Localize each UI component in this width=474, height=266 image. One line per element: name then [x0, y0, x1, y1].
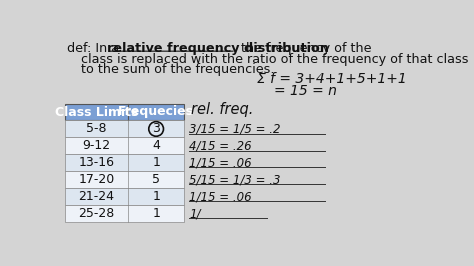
Text: Class Limits: Class Limits: [55, 106, 138, 118]
FancyBboxPatch shape: [64, 103, 184, 120]
Text: 1/: 1/: [190, 207, 201, 221]
Text: 21-24: 21-24: [79, 190, 114, 203]
Text: 4: 4: [152, 139, 160, 152]
Text: Σ f = 3+4+1+5+1+1: Σ f = 3+4+1+5+1+1: [257, 72, 407, 86]
FancyBboxPatch shape: [64, 154, 184, 171]
Text: 1/15 = .06: 1/15 = .06: [190, 157, 252, 170]
Text: 3: 3: [152, 122, 160, 135]
Text: 13-16: 13-16: [79, 156, 114, 169]
Text: 4/15 = .26: 4/15 = .26: [190, 140, 252, 153]
Text: def: In a: def: In a: [67, 42, 123, 55]
Text: 25-28: 25-28: [78, 207, 115, 220]
Text: relative frequency distribution: relative frequency distribution: [107, 42, 328, 55]
Text: to the sum of the frequencies.: to the sum of the frequencies.: [81, 64, 274, 77]
Text: 1: 1: [152, 190, 160, 203]
Text: 1/15 = .06: 1/15 = .06: [190, 190, 252, 203]
Text: Frequecies: Frequecies: [118, 106, 194, 118]
Text: 9-12: 9-12: [82, 139, 110, 152]
Text: 5-8: 5-8: [86, 122, 107, 135]
FancyBboxPatch shape: [64, 188, 184, 205]
Text: 1: 1: [152, 156, 160, 169]
Text: the frequency of the: the frequency of the: [237, 42, 371, 55]
FancyBboxPatch shape: [64, 120, 184, 138]
Text: 5/15 = 1/3 = .3: 5/15 = 1/3 = .3: [190, 174, 281, 187]
Text: 1: 1: [152, 207, 160, 220]
FancyBboxPatch shape: [64, 138, 184, 154]
Text: = 15 = n: = 15 = n: [274, 84, 337, 98]
FancyBboxPatch shape: [64, 171, 184, 188]
Text: rel. freq.: rel. freq.: [191, 102, 254, 117]
Text: 5: 5: [152, 173, 160, 186]
FancyBboxPatch shape: [64, 205, 184, 222]
Text: 17-20: 17-20: [78, 173, 115, 186]
Text: class is replaced with the ratio of the frequency of that class: class is replaced with the ratio of the …: [81, 53, 468, 66]
Text: 3/15 = 1/5 = .2: 3/15 = 1/5 = .2: [190, 123, 281, 136]
